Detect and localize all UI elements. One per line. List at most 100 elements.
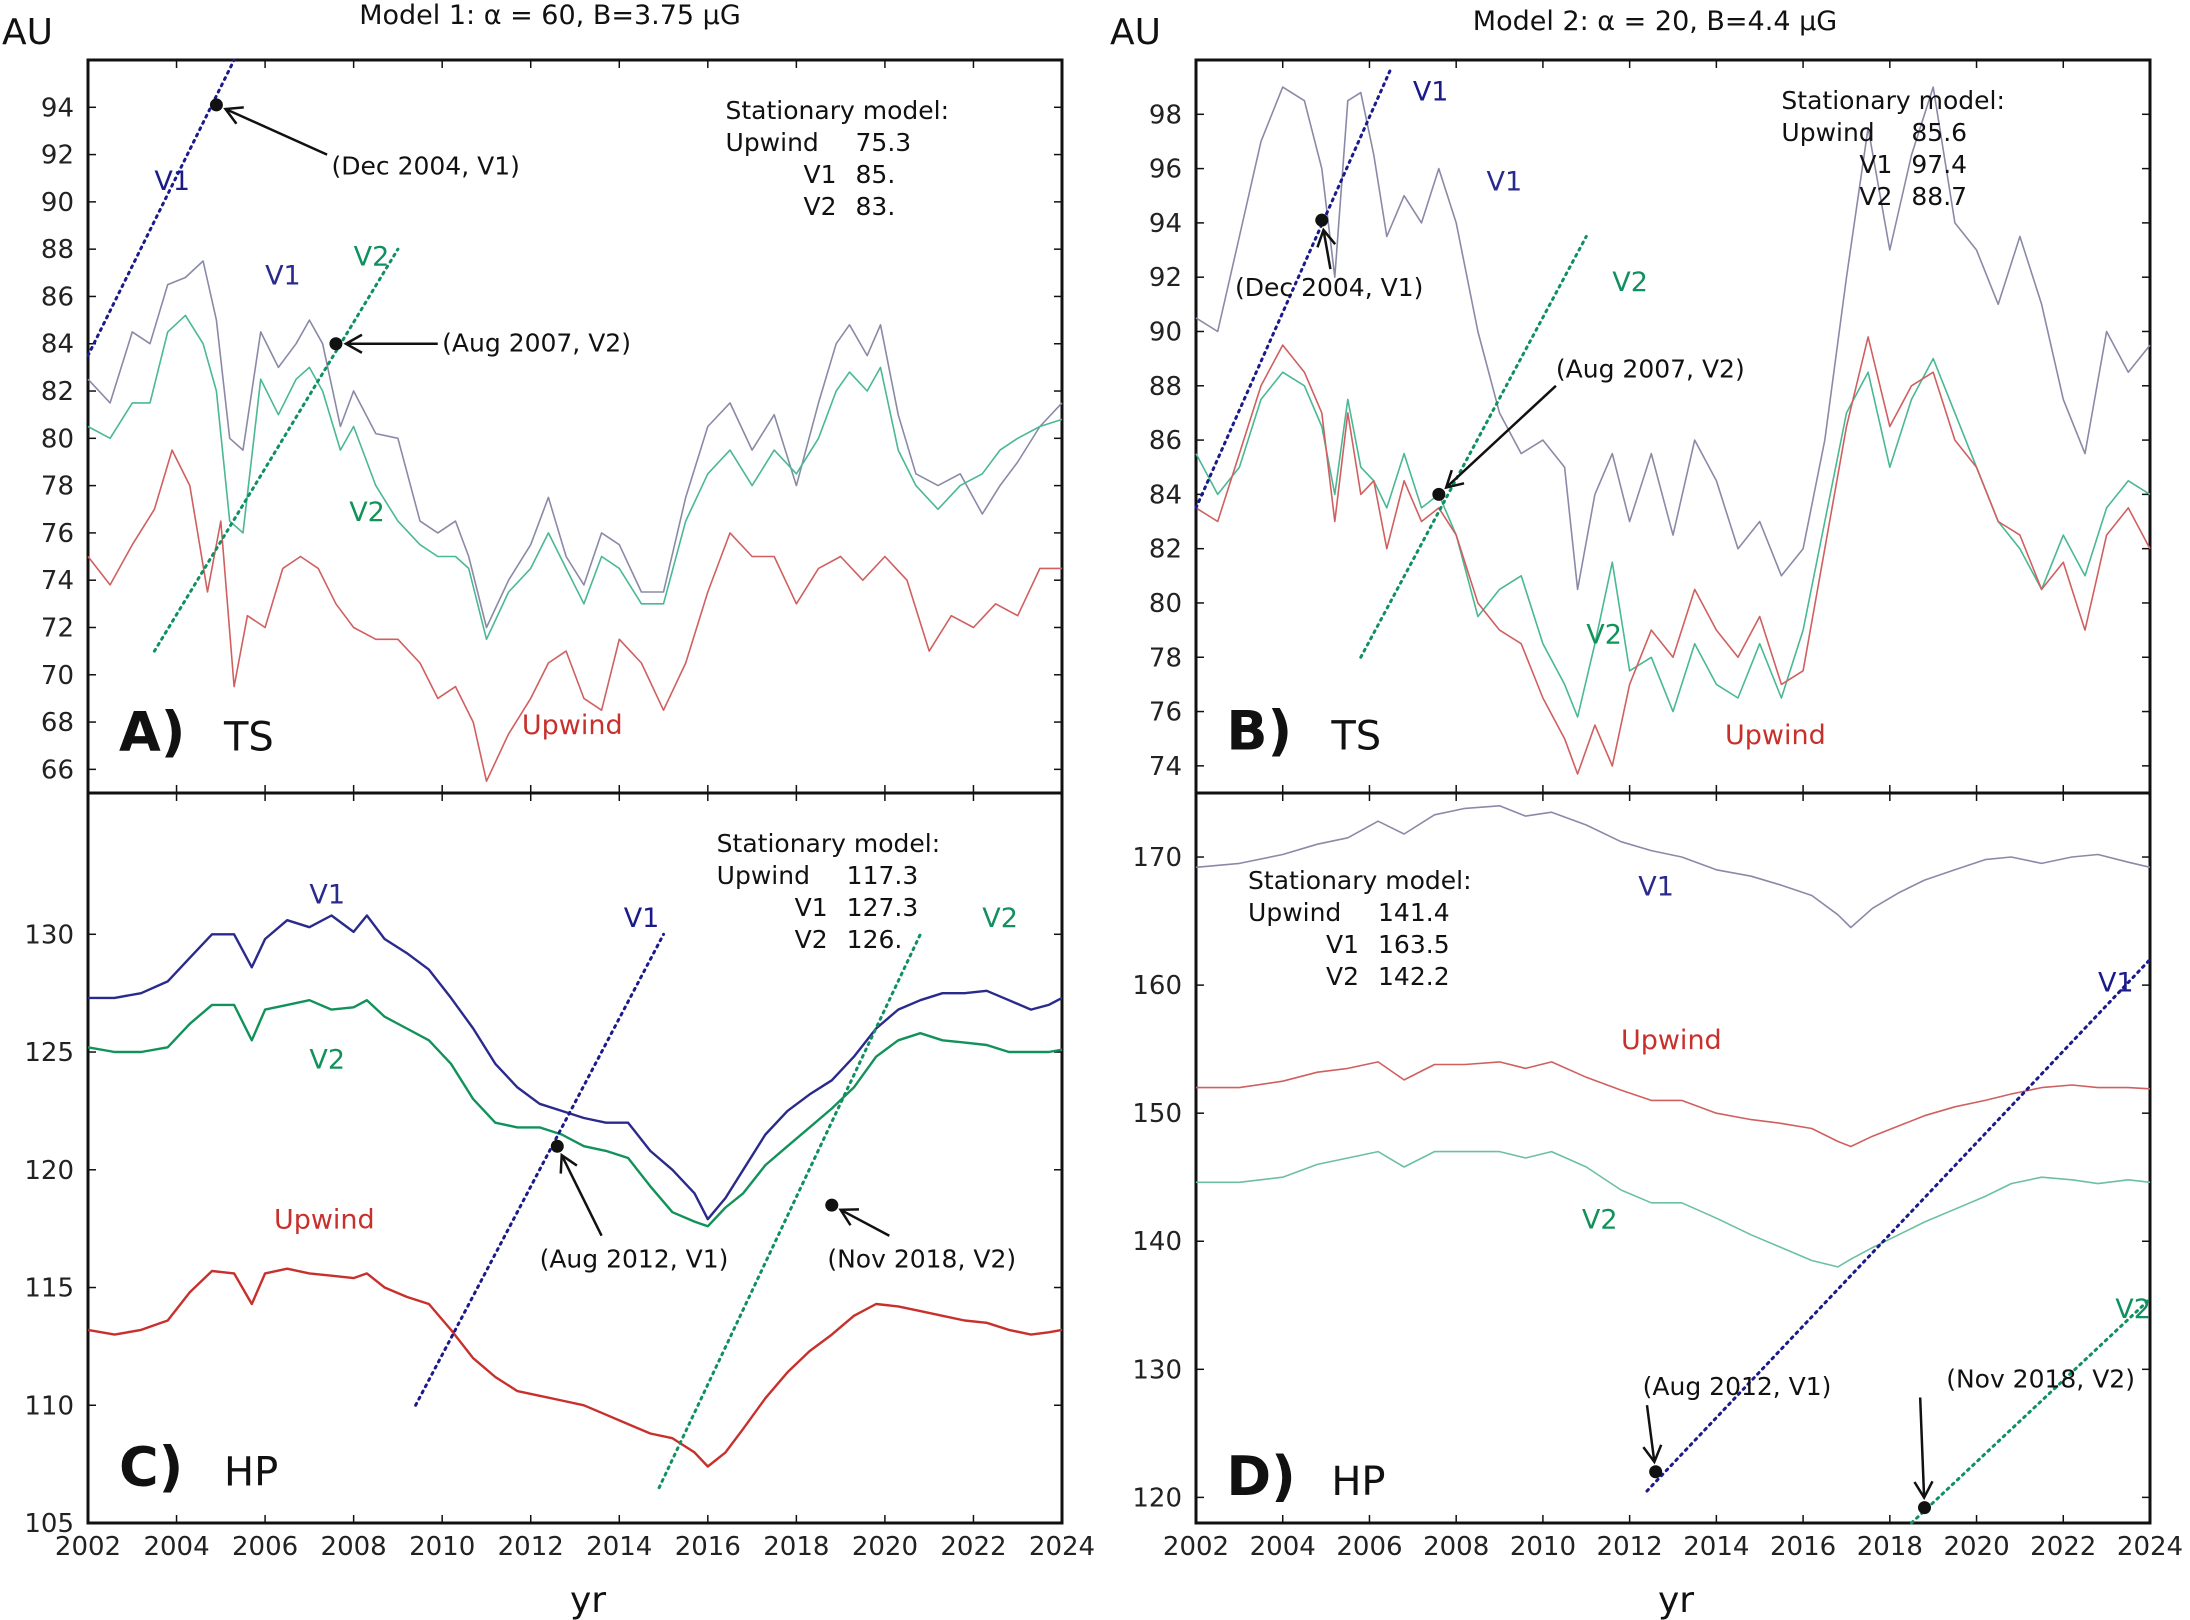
trajectory-label: V1 <box>2098 968 2134 999</box>
series-line-upwind <box>87 449 1062 783</box>
x-tick-label: 2022 <box>2030 1532 2096 1562</box>
stationary-heading: Stationary model: <box>726 96 950 125</box>
y-tick-label: 76 <box>41 519 74 549</box>
stationary-row-value: 142.2 <box>1378 962 1450 991</box>
y-tick-label: 150 <box>1132 1099 1182 1129</box>
x-tick-label: 2022 <box>940 1532 1006 1562</box>
stationary-row-value: 85. <box>856 160 896 189</box>
y-tick-label: 84 <box>41 330 74 360</box>
y-tick-label: 94 <box>41 93 74 123</box>
panel-kind: TS <box>1330 714 1381 760</box>
x-axis-label-right: yr <box>1658 1580 1694 1620</box>
trajectory-v2 <box>1910 1297 2152 1525</box>
annotation-point <box>825 1198 839 1212</box>
stationary-row-value: 117.3 <box>847 861 919 890</box>
y-tick-label: 66 <box>41 755 74 785</box>
panel-letter: B) <box>1226 700 1292 763</box>
stationary-row-value: 127.3 <box>847 893 919 922</box>
stationary-row-label: V1 <box>795 893 828 922</box>
x-tick-label: 2020 <box>1943 1532 2009 1562</box>
series-line-v2 <box>1196 1150 2151 1268</box>
panel-d: 120 130 140 150 160 170 2002 2004 2006 2008 2010 20… <box>1132 791 2183 1562</box>
stationary-row-label: Upwind <box>1248 898 1341 927</box>
x-tick-label: 2008 <box>1423 1532 1489 1562</box>
trajectory-label: V2 <box>982 903 1018 934</box>
trajectory-label: V2 <box>354 242 390 273</box>
series-label: V2 <box>309 1045 345 1076</box>
panel-c: 105 110 115 120 125 130 2002 2004 2006 2008 2010 20… <box>24 791 1095 1562</box>
panel-letter: D) <box>1226 1445 1296 1508</box>
y-tick-label: 105 <box>24 1509 74 1539</box>
annotation-arrow <box>840 1208 890 1237</box>
annotation-arrow <box>1322 229 1332 270</box>
annotation-point <box>209 98 223 112</box>
series-label: Upwind <box>274 1205 375 1236</box>
y-tick-label: 120 <box>24 1156 74 1186</box>
annotation-label: (Dec 2004, V1) <box>332 151 520 180</box>
series-label: V2 <box>349 497 385 528</box>
x-tick-label: 2008 <box>321 1532 387 1562</box>
x-tick-label: 2014 <box>1683 1532 1749 1562</box>
trajectory-label: V1 <box>624 903 660 934</box>
stationary-row-value: 75.3 <box>856 128 912 157</box>
annotation-arrowhead <box>343 333 363 354</box>
plot-frame <box>1194 58 2152 795</box>
x-tick-label: 2002 <box>1163 1532 1229 1562</box>
y-tick-label: 70 <box>41 661 74 691</box>
model1-title: Model 1: α = 60, B=3.75 μG <box>359 0 741 31</box>
x-tick-label: 2016 <box>675 1532 741 1562</box>
x-tick-label: 2010 <box>409 1532 475 1562</box>
y-tick-label: 72 <box>41 613 74 643</box>
stationary-row-value: 85.6 <box>1911 118 1967 147</box>
y-tick-label: 78 <box>41 472 74 502</box>
trajectory-v2 <box>1359 234 1588 659</box>
y-tick-label: 170 <box>1132 843 1182 873</box>
stationary-row-value: 141.4 <box>1378 898 1450 927</box>
stationary-heading: Stationary model: <box>1781 86 2005 115</box>
stationary-row-value: 97.4 <box>1911 150 1967 179</box>
trajectory-v1 <box>86 58 236 358</box>
stationary-heading: Stationary model: <box>1248 866 1472 895</box>
series-label: Upwind <box>522 710 623 741</box>
x-tick-label: 2018 <box>763 1532 829 1562</box>
y-axis-label-left: AU <box>2 12 53 53</box>
series-line-v1 <box>88 914 1063 1221</box>
series-line-v2 <box>87 999 1063 1228</box>
series-line-v1 <box>87 260 1063 629</box>
x-tick-label: 2024 <box>2117 1532 2183 1562</box>
stationary-row-label: V1 <box>1859 150 1892 179</box>
y-tick-label: 110 <box>24 1391 74 1421</box>
y-tick-label: 68 <box>41 708 74 738</box>
y-tick-label: 94 <box>1149 209 1182 239</box>
y-tick-label: 98 <box>1149 100 1182 130</box>
annotation-arrowhead <box>1444 469 1465 490</box>
trajectory-label: V1 <box>1413 77 1449 108</box>
y-tick-label: 78 <box>1149 643 1182 673</box>
y-tick-label: 86 <box>41 282 74 312</box>
trajectory-v2 <box>657 932 922 1490</box>
series-line-v1 <box>1195 86 2151 591</box>
stationary-row-value: 83. <box>856 192 896 221</box>
x-tick-label: 2010 <box>1510 1532 1576 1562</box>
y-tick-label: 74 <box>1149 752 1182 782</box>
trajectory-label: V2 <box>2115 1294 2151 1325</box>
annotation-arrow <box>560 1154 603 1237</box>
panel-kind: HP <box>1331 1459 1385 1505</box>
y-tick-label: 125 <box>24 1038 74 1068</box>
annotation-arrow <box>1918 1397 1926 1498</box>
annotation-point <box>550 1139 564 1153</box>
trajectory-label: V1 <box>154 166 190 197</box>
series-line-upwind <box>87 1267 1063 1468</box>
annotation-label: (Aug 2012, V1) <box>540 1244 729 1273</box>
trajectory-v1 <box>414 932 666 1407</box>
stationary-row-value: 126. <box>847 925 903 954</box>
stationary-row-label: V2 <box>804 192 837 221</box>
y-tick-label: 120 <box>1132 1483 1182 1513</box>
y-tick-label: 88 <box>41 235 74 265</box>
stationary-row-label: Upwind <box>1781 118 1874 147</box>
annotation-label: (Nov 2018, V2) <box>827 1244 1016 1273</box>
y-tick-label: 74 <box>41 566 74 596</box>
series-label: V1 <box>265 261 301 292</box>
series-line-v2 <box>1195 357 2151 718</box>
panel-letter: A) <box>119 700 185 763</box>
